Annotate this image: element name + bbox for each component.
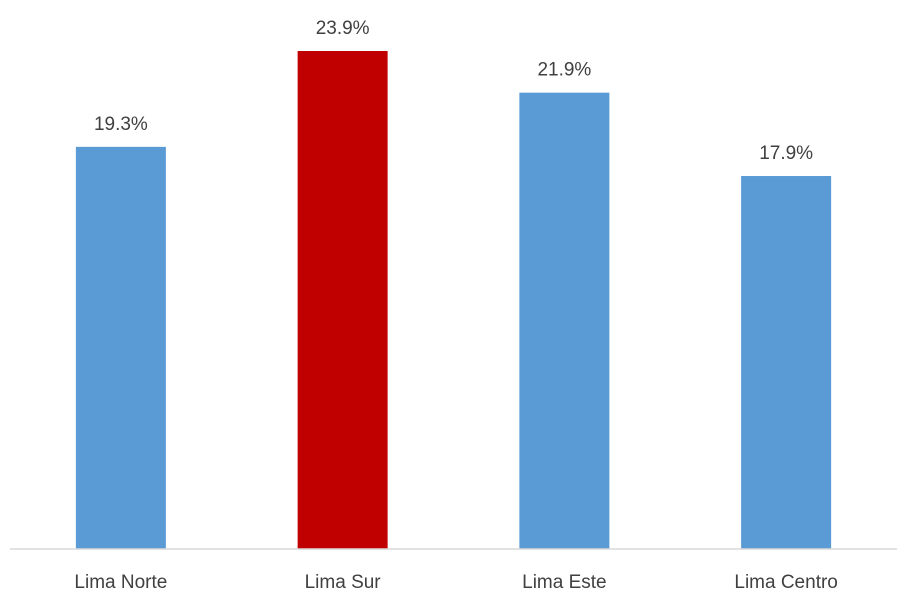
x-tick-labels: Lima Norte Lima Sur Lima Este Lima Centro: [74, 572, 837, 590]
x-tick-label-lima-este: Lima Este: [522, 572, 606, 590]
data-label-lima-norte: 19.3%: [94, 114, 148, 135]
data-labels: 19.3% 23.9% 21.9% 17.9%: [94, 18, 813, 164]
x-tick-label-lima-sur: Lima Sur: [305, 572, 382, 590]
data-label-lima-centro: 17.9%: [759, 143, 813, 164]
x-tick-label-lima-centro: Lima Centro: [734, 572, 838, 590]
data-label-lima-sur: 23.9%: [316, 18, 370, 39]
bars: [75, 51, 832, 549]
bar-lima-este: [519, 92, 610, 549]
bar-lima-sur: [297, 51, 388, 549]
data-label-lima-este: 21.9%: [537, 60, 591, 81]
x-tick-label-lima-norte: Lima Norte: [74, 572, 167, 590]
bar-lima-norte: [75, 146, 166, 549]
bar-lima-centro: [741, 176, 832, 549]
